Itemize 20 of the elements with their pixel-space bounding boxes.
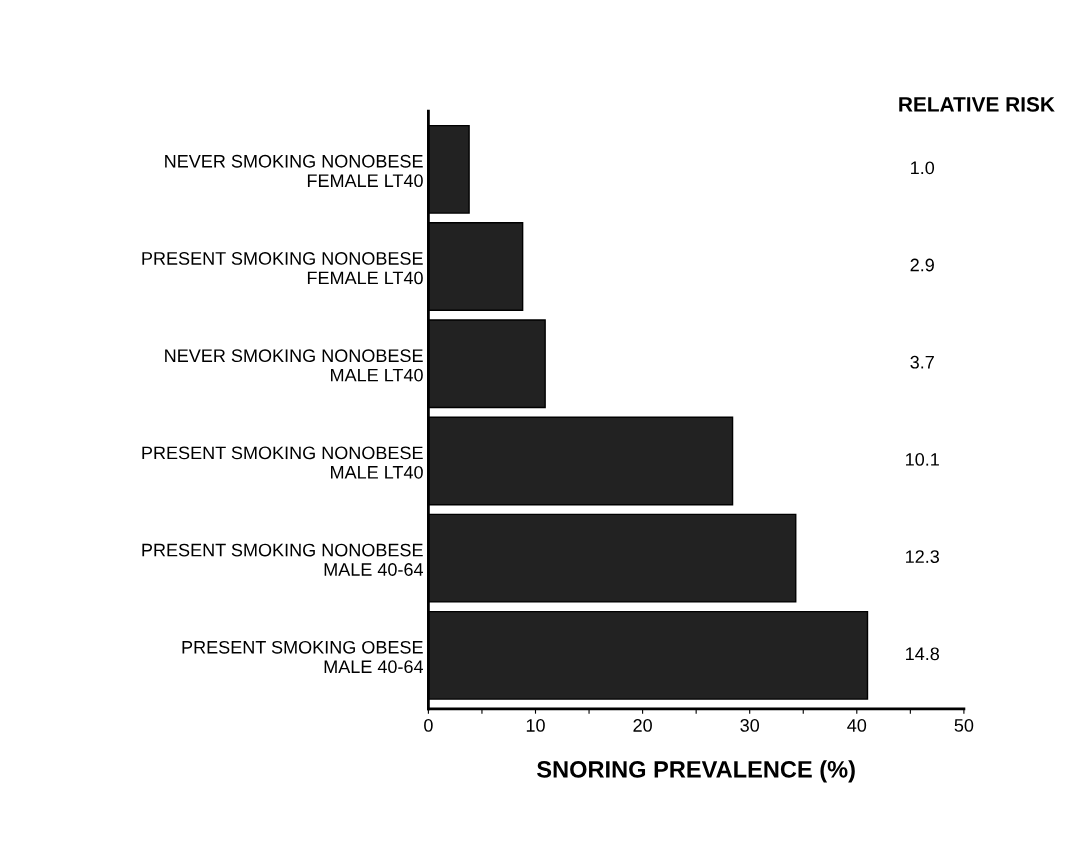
annotation: 2.9 xyxy=(910,258,934,272)
annotation: 10.1 xyxy=(906,453,939,466)
x-tick-label: 50 xyxy=(954,719,974,732)
x-tick-label: 10 xyxy=(526,719,545,732)
y-tick-label: PRESENT SMOKING OBESE MALE 40-64 xyxy=(182,640,424,674)
y-tick-label: NEVER SMOKING NONOBESE FEMALE LT40 xyxy=(165,154,423,188)
y-tick-label: PRESENT SMOKING NONOBESE MALE LT40 xyxy=(142,446,423,479)
annotation: 12.3 xyxy=(906,550,940,563)
y-tick-label: NEVER SMOKING NONOBESE MALE LT40 xyxy=(165,349,423,382)
x-tick-label: 20 xyxy=(633,719,652,732)
y-tick-label: PRESENT SMOKING NONOBESE FEMALE LT40 xyxy=(142,252,423,285)
y-tick-label: PRESENT SMOKING NONOBESE MALE 40-64 xyxy=(142,543,424,576)
annotation: RELATIVE RISK xyxy=(899,97,1055,112)
x-tick-label: 30 xyxy=(740,719,760,732)
annotation: 3.7 xyxy=(910,355,934,369)
x-tick-label: 40 xyxy=(847,719,867,732)
x-tick-label: 0 xyxy=(424,719,433,732)
annotation: 1.0 xyxy=(911,161,935,175)
x-axis-title: SNORING PREVALENCE (%) xyxy=(537,760,855,783)
annotation: 14.8 xyxy=(906,647,940,661)
